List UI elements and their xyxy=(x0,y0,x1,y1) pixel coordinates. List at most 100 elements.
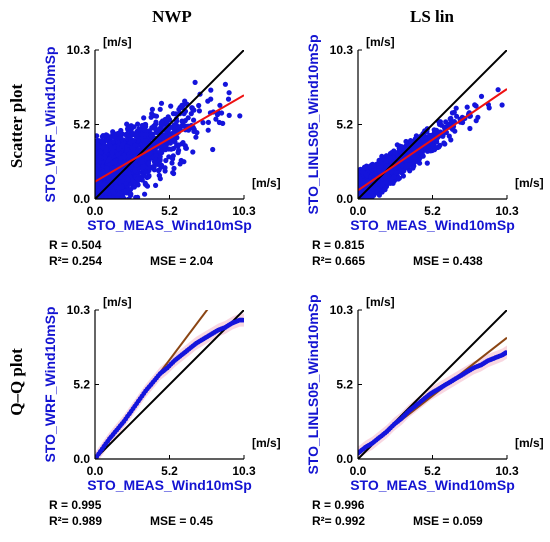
data-point xyxy=(122,154,128,160)
data-point xyxy=(96,170,102,176)
data-point xyxy=(185,115,191,121)
data-point xyxy=(408,138,414,144)
data-point xyxy=(130,179,136,185)
data-point xyxy=(146,160,152,166)
data-point xyxy=(447,116,453,122)
data-point xyxy=(478,93,485,99)
data-point xyxy=(119,195,125,199)
data-point xyxy=(141,164,147,170)
y-tick-label: 0.0 xyxy=(73,192,90,206)
data-point xyxy=(114,193,120,199)
data-point xyxy=(166,146,172,152)
plot-area xyxy=(358,50,507,199)
data-point xyxy=(166,154,172,160)
column-title-nwp: NWP xyxy=(152,7,192,26)
data-point xyxy=(143,169,149,175)
point-cloud xyxy=(358,87,505,199)
data-point xyxy=(157,176,163,182)
data-point xyxy=(213,116,219,122)
data-point xyxy=(154,127,160,133)
data-point xyxy=(210,146,216,153)
data-point xyxy=(400,173,406,179)
data-point xyxy=(110,129,116,135)
data-point xyxy=(104,165,110,171)
panel-scatter-ls: 0.00.05.25.210.310.3[m/s][m/s]STO_MEAS_W… xyxy=(305,34,544,268)
data-point xyxy=(142,128,148,134)
data-point xyxy=(130,145,136,151)
data-point xyxy=(110,188,116,194)
data-point xyxy=(171,122,177,128)
data-point xyxy=(464,104,470,110)
data-point xyxy=(403,138,409,145)
data-point xyxy=(157,154,163,160)
data-point xyxy=(128,149,134,155)
data-point xyxy=(149,111,155,117)
data-point xyxy=(217,102,223,108)
x-tick-label: 0.0 xyxy=(87,204,104,218)
data-point xyxy=(135,182,141,188)
data-point xyxy=(219,110,225,116)
data-point xyxy=(140,123,147,129)
data-point xyxy=(135,121,141,127)
data-point xyxy=(136,126,142,132)
data-point xyxy=(193,134,199,140)
data-point xyxy=(162,165,168,171)
data-point xyxy=(167,131,173,137)
data-point xyxy=(205,127,211,133)
data-point xyxy=(426,132,433,138)
data-point xyxy=(169,160,175,166)
data-point xyxy=(174,143,180,149)
data-point xyxy=(132,166,138,172)
data-point xyxy=(116,179,123,185)
stat-r2: R²= 0.254 xyxy=(49,254,102,268)
data-point xyxy=(200,120,206,126)
data-point xyxy=(237,113,243,119)
data-point xyxy=(168,103,174,109)
stat-r: R = 0.504 xyxy=(49,238,102,252)
panels: 0.00.05.25.210.310.3[m/s][m/s]STO_MEAS_W… xyxy=(42,34,544,528)
data-point xyxy=(499,102,505,108)
panel-scatter-nwp: 0.00.05.25.210.310.3[m/s][m/s]STO_MEAS_W… xyxy=(42,35,281,268)
data-point xyxy=(196,102,202,109)
data-point xyxy=(163,157,169,164)
data-point xyxy=(123,132,130,138)
data-point xyxy=(111,134,117,140)
identity-line xyxy=(95,50,244,199)
stat-mse: MSE = 2.04 xyxy=(150,254,213,268)
data-point xyxy=(222,81,228,87)
data-point xyxy=(135,176,141,182)
data-point xyxy=(153,152,159,158)
data-point xyxy=(171,170,177,177)
data-point xyxy=(189,105,195,111)
x-tick-label: 5.2 xyxy=(161,204,178,218)
data-point xyxy=(139,157,145,163)
data-point xyxy=(144,155,150,161)
data-point xyxy=(133,162,139,168)
data-point xyxy=(226,112,232,118)
y-tick-label: 5.2 xyxy=(73,118,90,132)
data-point xyxy=(191,126,197,132)
data-point xyxy=(131,138,137,144)
x-axis-title: STO_MEAS_Wind10mSp xyxy=(87,217,252,233)
data-point xyxy=(119,143,125,149)
data-point xyxy=(153,113,160,119)
data-point xyxy=(216,119,222,126)
data-point xyxy=(96,154,102,160)
data-point xyxy=(443,119,449,125)
data-point xyxy=(420,153,426,159)
data-point xyxy=(103,147,109,153)
data-point xyxy=(95,137,100,144)
data-point xyxy=(163,133,169,139)
y-unit-label: [m/s] xyxy=(103,35,132,49)
data-point xyxy=(123,188,129,194)
regression-line xyxy=(95,94,244,183)
data-point xyxy=(170,156,176,162)
data-point xyxy=(118,127,124,134)
data-point xyxy=(141,115,147,121)
data-point xyxy=(95,133,100,139)
data-point xyxy=(128,132,134,138)
data-point xyxy=(170,111,176,117)
data-point xyxy=(177,104,183,111)
data-point xyxy=(191,117,197,123)
column-title-ls-lin: LS lin xyxy=(410,7,454,26)
